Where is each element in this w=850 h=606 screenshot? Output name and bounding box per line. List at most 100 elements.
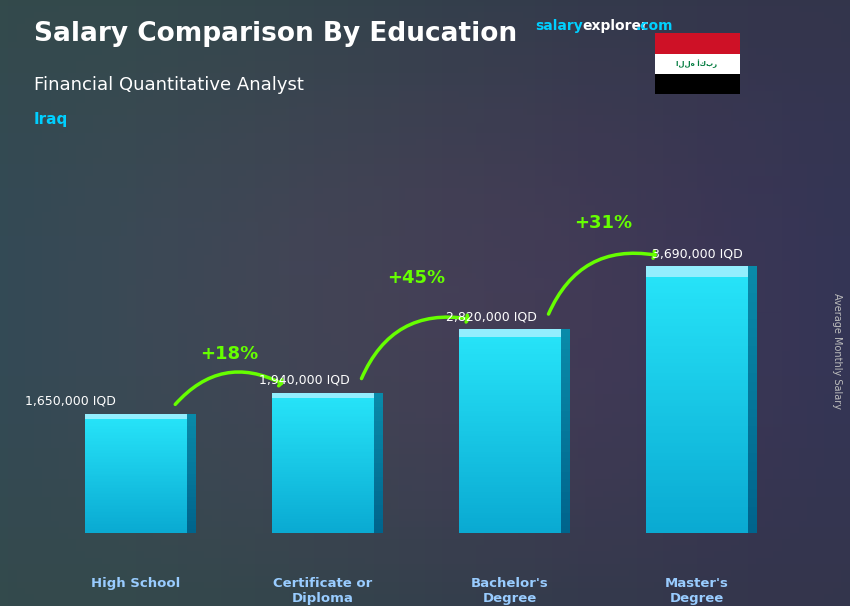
Bar [748, 471, 756, 480]
Bar [459, 359, 561, 362]
Bar [179, 413, 277, 450]
Bar [271, 422, 374, 424]
Bar [459, 418, 561, 421]
Bar [459, 531, 561, 533]
Bar [459, 362, 561, 365]
Bar [374, 528, 382, 533]
Bar [646, 296, 748, 299]
Bar [646, 427, 748, 430]
Bar [187, 450, 196, 453]
Bar [459, 485, 561, 487]
Bar [646, 513, 748, 516]
Bar [271, 440, 374, 442]
Bar [459, 426, 561, 428]
Text: Master's
Degree: Master's Degree [665, 577, 729, 605]
Bar [459, 459, 561, 462]
Bar [748, 284, 756, 293]
Bar [459, 395, 561, 398]
Bar [84, 530, 187, 532]
Bar [748, 488, 756, 498]
Bar [646, 366, 748, 370]
Bar [271, 395, 374, 396]
Bar [459, 367, 561, 370]
Bar [459, 347, 561, 350]
Bar [84, 478, 187, 479]
Bar [84, 414, 187, 419]
Bar [646, 383, 748, 386]
Bar [271, 418, 374, 419]
Bar [459, 408, 561, 411]
Bar [646, 359, 748, 363]
Bar [459, 329, 561, 337]
Bar [84, 454, 187, 456]
Bar [748, 302, 756, 310]
Bar [271, 459, 374, 461]
Bar [646, 343, 748, 346]
Bar [271, 526, 374, 528]
Bar [646, 346, 748, 350]
Bar [271, 461, 374, 463]
Bar [271, 451, 374, 453]
Bar [748, 435, 756, 444]
Bar [374, 472, 382, 477]
Bar [646, 269, 748, 273]
Bar [646, 266, 748, 276]
Bar [84, 482, 187, 484]
Bar [646, 390, 748, 393]
Bar [646, 293, 748, 296]
Bar [84, 470, 187, 472]
Bar [187, 442, 196, 445]
Bar [360, 276, 450, 359]
Bar [646, 266, 748, 269]
Bar [218, 167, 391, 275]
Bar [187, 414, 196, 418]
Bar [646, 306, 748, 309]
Bar [459, 434, 561, 436]
Bar [84, 447, 187, 448]
Bar [187, 445, 196, 450]
Bar [271, 437, 374, 438]
Bar [187, 430, 196, 434]
Bar [187, 501, 196, 505]
Bar [374, 430, 382, 435]
Bar [748, 364, 756, 373]
Bar [748, 310, 756, 319]
Bar [374, 491, 382, 496]
Bar [646, 456, 748, 460]
Bar [646, 453, 748, 456]
Bar [271, 421, 374, 422]
Bar [748, 418, 756, 427]
Bar [374, 393, 382, 398]
Bar [445, 30, 501, 114]
Bar [459, 505, 561, 508]
Bar [646, 476, 748, 480]
Bar [84, 487, 187, 488]
Bar [271, 410, 374, 412]
Bar [459, 352, 561, 355]
Bar [748, 444, 756, 453]
Bar [187, 490, 196, 493]
Bar [646, 282, 748, 286]
Bar [561, 458, 570, 465]
Bar [187, 422, 196, 425]
Bar [187, 425, 196, 430]
Bar [271, 490, 374, 491]
Bar [84, 520, 187, 521]
Bar [84, 469, 187, 470]
Bar [646, 289, 748, 293]
Bar [646, 419, 748, 423]
Bar [374, 444, 382, 449]
Bar [561, 527, 570, 533]
Bar [187, 478, 196, 482]
Bar [84, 456, 187, 457]
Bar [84, 488, 187, 490]
Bar [748, 275, 756, 284]
Bar [646, 313, 748, 316]
Bar [646, 473, 748, 476]
Bar [84, 510, 187, 511]
Bar [271, 438, 374, 440]
Bar [459, 331, 561, 334]
Bar [748, 427, 756, 435]
Bar [374, 519, 382, 524]
Bar [646, 430, 748, 433]
